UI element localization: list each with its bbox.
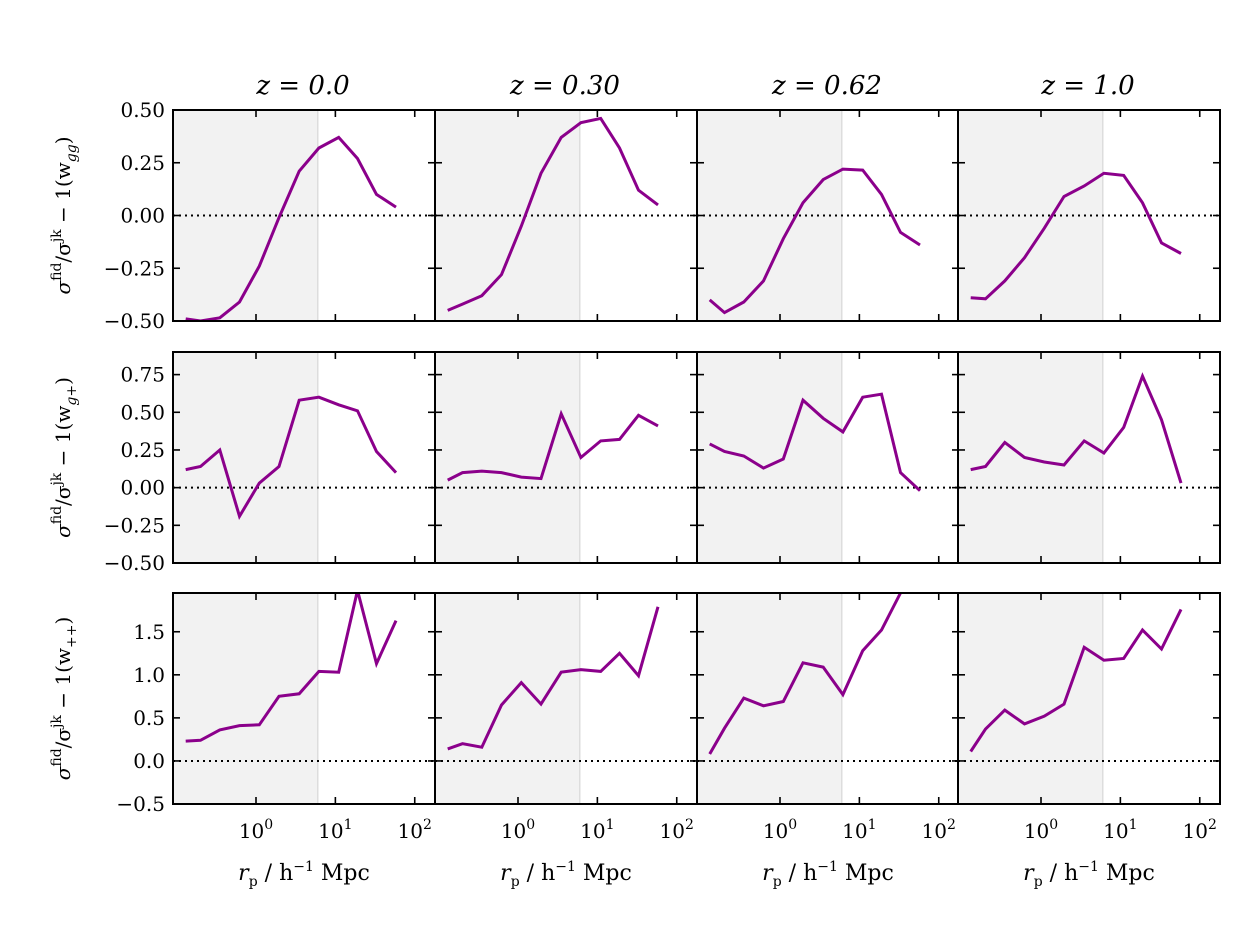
column-titles: z = 0.0 z = 0.30 z = 0.62 z = 1.0 — [255, 71, 1134, 101]
column-title-3: z = 0.62 — [771, 71, 882, 101]
y-tick-label: −0.25 — [104, 513, 165, 537]
series-line — [709, 392, 922, 492]
x-tick-label: 102 — [1183, 817, 1217, 843]
y-tick-label: 0.0 — [133, 749, 165, 773]
y-tick-label: 0.25 — [120, 151, 165, 175]
excluded-scale-shading — [697, 593, 842, 804]
panel-r2-c1: −0.50 −0.25 0.00 0.25 0.50 0.75 — [104, 351, 436, 575]
panel-r1-c4 — [957, 109, 1221, 322]
y-tick-label: 0.5 — [133, 706, 165, 730]
column-title-4: z = 1.0 — [1040, 71, 1134, 101]
y-tick-label: 0.00 — [120, 204, 165, 228]
panel-r3-c2: 100 101 102 — [434, 592, 698, 843]
x-tick-label: 102 — [922, 817, 956, 843]
column-title-1: z = 0.0 — [255, 71, 349, 101]
series-line — [708, 167, 921, 315]
x-tick-label: 102 — [398, 817, 432, 843]
column-title-2: z = 0.30 — [509, 71, 620, 101]
x-axis-label-4: rp / h−1 Mpc — [1023, 859, 1155, 890]
panel-r2-c4 — [957, 351, 1221, 564]
x-tick-label: 101 — [842, 817, 876, 843]
row-y-label-2: σfid/σjk − 1(wg+) — [49, 377, 80, 538]
series-line — [708, 593, 904, 755]
y-tick-label: 0.25 — [120, 438, 165, 462]
panel-r1-c2 — [434, 109, 698, 322]
y-tick-label: 1.0 — [133, 663, 165, 687]
y-tick-label: −0.25 — [104, 256, 165, 280]
x-tick-label: 100 — [239, 817, 273, 843]
series-line — [185, 395, 398, 521]
y-tick-label: 0.50 — [120, 98, 165, 122]
panel-r3-c3: 100 101 102 — [696, 592, 960, 843]
panel-r3-c4: 100 101 102 — [957, 592, 1221, 843]
series-line — [447, 116, 659, 312]
x-tick-label: 101 — [1103, 817, 1137, 843]
row-y-label-1: σfid/σjk − 1(wgg) — [49, 136, 80, 294]
panel-r2-c3 — [696, 351, 960, 564]
x-tick-label: 101 — [580, 817, 614, 843]
y-tick-label: 0.00 — [120, 476, 165, 500]
y-tick-label: −0.5 — [116, 792, 165, 816]
x-tick-label: 101 — [318, 817, 352, 843]
panel-r1-c1: −0.50 −0.25 0.00 0.25 0.50 — [104, 98, 436, 333]
series-line — [185, 593, 398, 743]
x-axis-label-3: rp / h−1 Mpc — [762, 859, 894, 890]
panel-r1-c3 — [696, 109, 960, 322]
series-line — [970, 171, 1182, 301]
row-y-label-3: σfid/σjk − 1(w++) — [49, 617, 80, 781]
series-line — [185, 135, 397, 321]
row-y-labels: σfid/σjk − 1(wgg) σfid/σjk − 1(wg+) σfid/σ… — [49, 136, 80, 780]
panel-r3-c1: −0.5 0.0 0.5 1.0 1.5 100 101 102 — [116, 592, 436, 843]
excluded-scale-shading — [958, 593, 1103, 804]
panels-grid: −0.50 −0.25 0.00 0.25 0.50 −0.50 −0.25 0.00 0.25… — [104, 98, 1221, 843]
excluded-scale-shading — [697, 352, 842, 563]
series-line — [969, 608, 1183, 753]
panel-frame — [957, 351, 1221, 564]
panel-r2-c2 — [434, 351, 698, 564]
y-tick-label: 0.75 — [120, 363, 165, 387]
x-axis-label-1: rp / h−1 Mpc — [238, 859, 370, 890]
excluded-scale-shading — [173, 593, 318, 804]
x-axis-label-2: rp / h−1 Mpc — [500, 859, 632, 890]
x-tick-label: 100 — [501, 817, 535, 843]
column-x-labels: rp / h−1 Mpc rp / h−1 Mpc rp / h−1 Mpc rp /… — [238, 859, 1155, 890]
x-tick-label: 100 — [1024, 817, 1058, 843]
panel-frame — [957, 592, 1221, 805]
y-tick-label: 1.5 — [133, 620, 165, 644]
series-line — [970, 372, 1183, 484]
y-tick-label: −0.50 — [104, 551, 165, 575]
excluded-scale-shading — [435, 352, 580, 563]
y-tick-label: −0.50 — [104, 309, 165, 333]
x-tick-label: 100 — [763, 817, 797, 843]
series-line — [447, 409, 659, 482]
y-tick-label: 0.50 — [120, 400, 165, 424]
excluded-scale-shading — [173, 352, 318, 563]
x-tick-label: 102 — [660, 817, 694, 843]
series-line — [447, 606, 660, 751]
